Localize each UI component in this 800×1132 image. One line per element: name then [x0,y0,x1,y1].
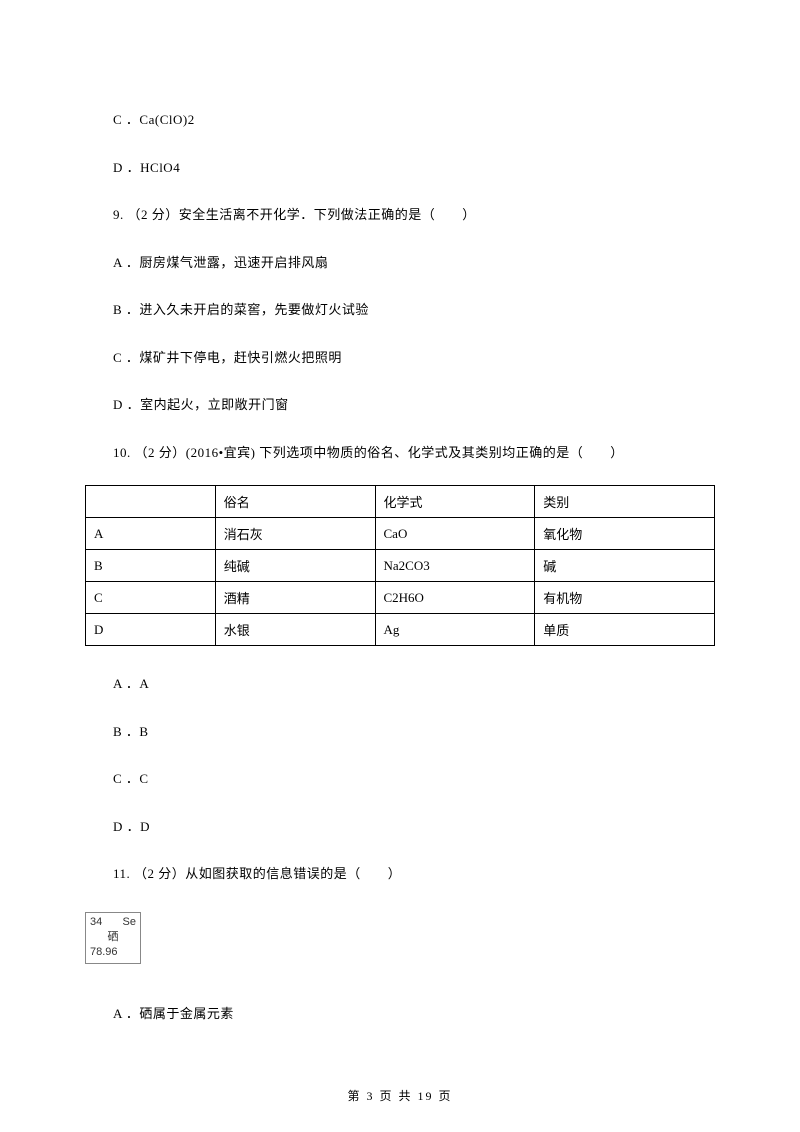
q9-option-d: D ．室内起火，立即敞开门窗 [85,395,715,415]
periodic-element-box: 34 Se 硒 78.96 [85,912,141,964]
table-header-cell: 化学式 [375,486,535,518]
q11-option-a: A ．硒属于金属元素 [85,1004,715,1024]
q10-table: 俗名 化学式 类别 A 消石灰 CaO 氧化物 B 纯碱 Na2CO3 碱 C … [85,485,715,646]
table-cell: C [86,582,216,614]
table-row: A 消石灰 CaO 氧化物 [86,518,715,550]
q9-option-a: A ．厨房煤气泄露，迅速开启排风扇 [85,253,715,273]
table-cell: 碱 [535,550,715,582]
table-header-cell: 俗名 [215,486,375,518]
table-row: B 纯碱 Na2CO3 碱 [86,550,715,582]
element-name: 硒 [90,930,136,945]
table-row: C 酒精 C2H6O 有机物 [86,582,715,614]
table-row: D 水银 Ag 单质 [86,614,715,646]
table-cell: 纯碱 [215,550,375,582]
table-cell: CaO [375,518,535,550]
table-cell: D [86,614,216,646]
table-cell: Ag [375,614,535,646]
element-mass: 78.96 [90,945,136,960]
q10-option-d: D ．D [85,817,715,837]
page-footer: 第 3 页 共 19 页 [0,1087,800,1104]
table-cell: B [86,550,216,582]
option-c-8: C ．Ca(ClO)2 [85,110,715,130]
question-10-stem: 10. （2 分）(2016•宜宾) 下列选项中物质的俗名、化学式及其类别均正确… [85,443,715,463]
table-cell: 消石灰 [215,518,375,550]
q9-option-c: C ．煤矿井下停电，赶快引燃火把照明 [85,348,715,368]
element-number: 34 [90,915,102,930]
q10-option-a: A ．A [85,674,715,694]
table-cell: Na2CO3 [375,550,535,582]
element-symbol: Se [123,915,136,930]
table-cell: A [86,518,216,550]
table-cell: 水银 [215,614,375,646]
table-header-cell [86,486,216,518]
option-d-8: D ．HClO4 [85,158,715,178]
table-cell: 氧化物 [535,518,715,550]
q9-option-b: B ．进入久未开启的菜窖，先要做灯火试验 [85,300,715,320]
question-11-stem: 11. （2 分）从如图获取的信息错误的是（ ） [85,864,715,884]
table-cell: C2H6O [375,582,535,614]
q10-option-c: C ．C [85,769,715,789]
table-header-cell: 类别 [535,486,715,518]
table-cell: 酒精 [215,582,375,614]
table-cell: 有机物 [535,582,715,614]
table-cell: 单质 [535,614,715,646]
q10-option-b: B ．B [85,722,715,742]
question-9-stem: 9. （2 分）安全生活离不开化学．下列做法正确的是（ ） [85,205,715,225]
table-row: 俗名 化学式 类别 [86,486,715,518]
